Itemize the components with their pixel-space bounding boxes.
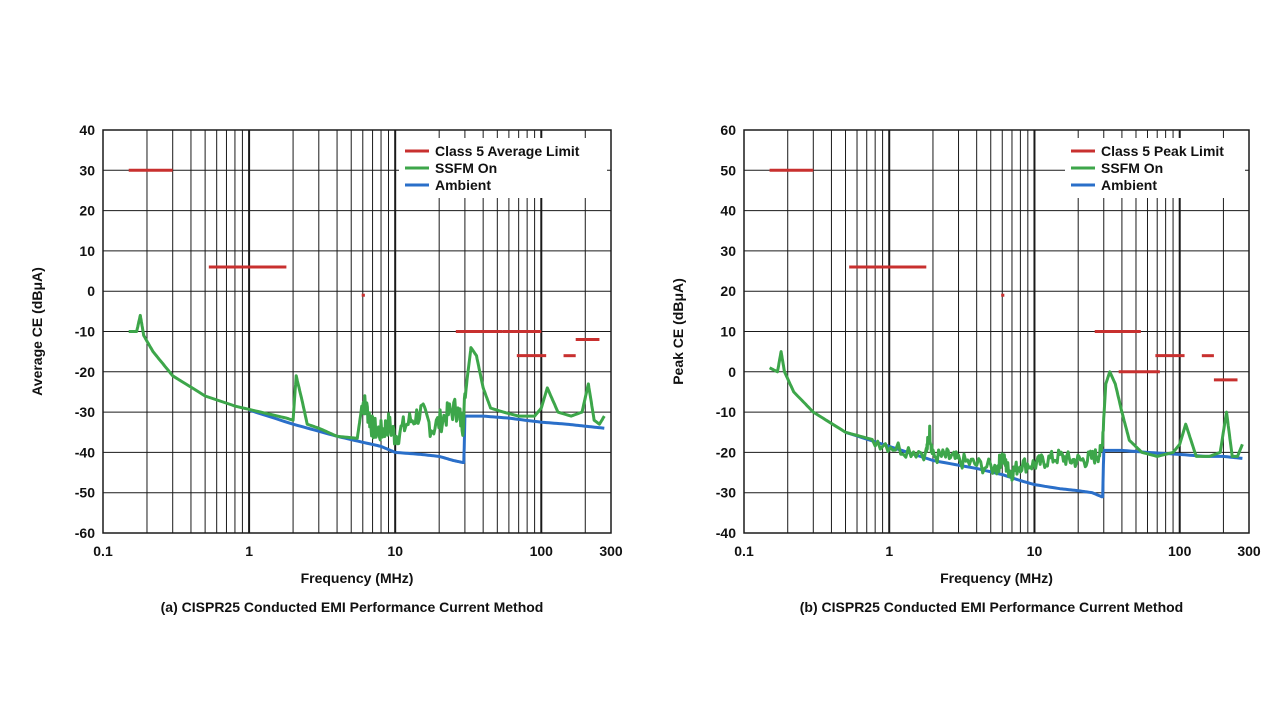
legend-label: SSFM On: [435, 160, 497, 176]
horizontal-gridlines: [103, 169, 611, 494]
x-tick-label: 300: [1237, 543, 1261, 559]
y-tick-label: -40: [716, 525, 736, 541]
x-tick-label: 100: [1168, 543, 1192, 559]
series-ambient: [845, 430, 1243, 499]
series-class-5-average-limit: [128, 168, 600, 358]
y-tick-label: -40: [75, 444, 95, 460]
y-tick-label: 30: [720, 243, 736, 259]
y-tick-label: 30: [79, 162, 95, 178]
x-tick-label: 0.1: [93, 543, 113, 559]
y-axis-label: Peak CE (dBμA): [670, 278, 686, 385]
legend-label: Ambient: [1101, 177, 1157, 193]
y-tick-label: -20: [716, 444, 736, 460]
y-tick-label: -10: [716, 404, 736, 420]
y-tick-label: 0: [87, 283, 95, 299]
x-tick-label: 100: [530, 543, 554, 559]
series-line: [845, 430, 1243, 499]
series-line: [128, 313, 606, 446]
series-line: [768, 350, 1244, 482]
x-tick-label: 1: [245, 543, 253, 559]
y-tick-label: 60: [720, 122, 736, 138]
legend-label: Class 5 Average Limit: [435, 143, 580, 159]
series-line: [248, 408, 605, 464]
y-tick-label: 20: [79, 203, 95, 219]
series-ssfm-on: [768, 350, 1244, 482]
x-axis-label: Frequency (MHz): [301, 570, 414, 586]
y-tick-label: 40: [79, 122, 95, 138]
y-tick-label: -60: [75, 525, 95, 541]
x-axis-label: Frequency (MHz): [940, 570, 1053, 586]
y-tick-label: -50: [75, 485, 95, 501]
series-ambient: [248, 408, 605, 464]
x-tick-label: 1: [885, 543, 893, 559]
series-class-5-peak-limit: [769, 168, 1238, 382]
chart-caption: (a) CISPR25 Conducted EMI Performance Cu…: [161, 599, 544, 615]
y-tick-label: 40: [720, 203, 736, 219]
y-tick-label: 10: [720, 324, 736, 340]
y-tick-label: 0: [728, 364, 736, 380]
x-tick-label: 10: [1027, 543, 1043, 559]
y-axis-label: Average CE (dBμA): [29, 267, 45, 396]
y-tick-label: -30: [75, 404, 95, 420]
y-tick-label: 20: [720, 283, 736, 299]
x-tick-label: 300: [599, 543, 623, 559]
y-tick-label: -20: [75, 364, 95, 380]
y-tick-label: -30: [716, 485, 736, 501]
y-tick-label: -10: [75, 324, 95, 340]
y-tick-label: 10: [79, 243, 95, 259]
y-tick-label: 50: [720, 162, 736, 178]
legend-label: SSFM On: [1101, 160, 1163, 176]
x-tick-label: 10: [387, 543, 403, 559]
series-ssfm-on: [128, 313, 606, 446]
legend-label: Class 5 Peak Limit: [1101, 143, 1224, 159]
legend-label: Ambient: [435, 177, 491, 193]
legend-background: [399, 138, 607, 198]
chart-caption: (b) CISPR25 Conducted EMI Performance Cu…: [800, 599, 1183, 615]
x-tick-label: 0.1: [734, 543, 754, 559]
